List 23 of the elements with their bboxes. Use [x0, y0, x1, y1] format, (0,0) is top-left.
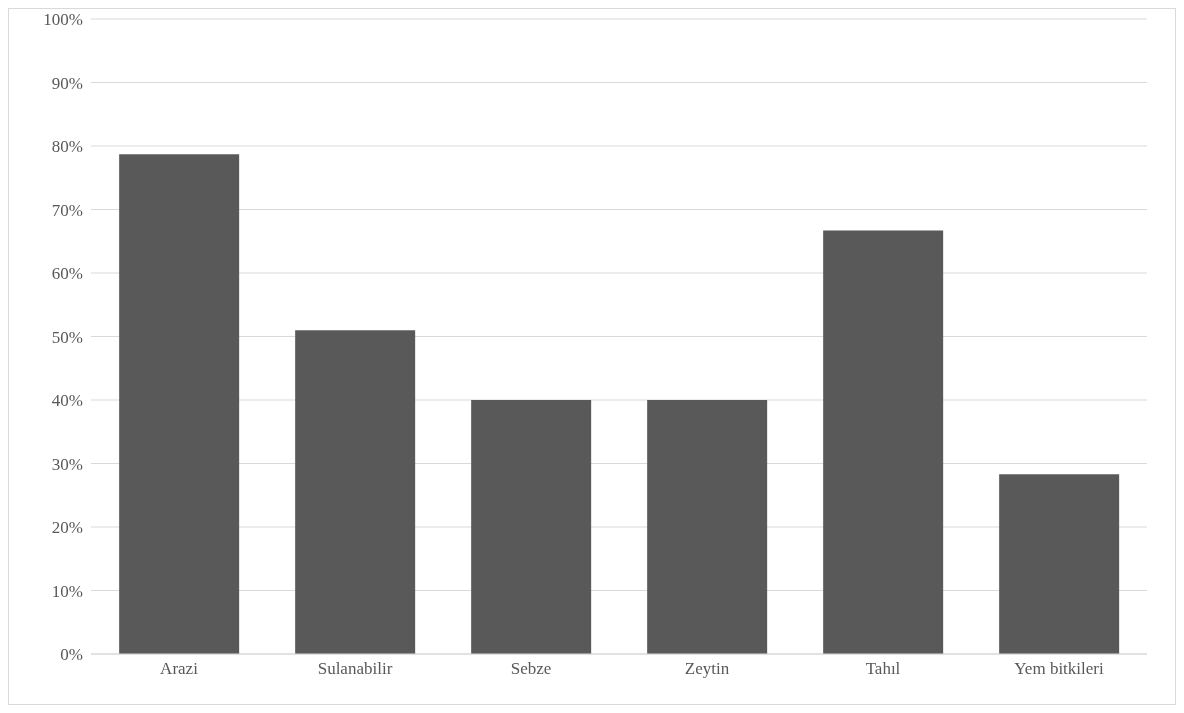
x-tick-label: Sulanabilir [317, 659, 393, 679]
y-tick-label: 80% [51, 137, 83, 157]
y-tick-label: 50% [51, 327, 83, 347]
y-tick-label: 10% [51, 581, 83, 601]
x-tick-label: Zeytin [684, 659, 730, 679]
y-tick-label: 60% [51, 264, 83, 284]
bar [471, 400, 592, 654]
bar [823, 230, 944, 654]
x-tick-label: Yem bitkileri [1014, 659, 1104, 679]
bar [647, 400, 768, 654]
y-tick-label: 0% [60, 645, 83, 665]
bar [295, 330, 416, 654]
y-tick-label: 30% [51, 454, 83, 474]
y-tick-label: 100% [43, 10, 83, 30]
y-tick-label: 70% [51, 200, 83, 220]
y-tick-label: 20% [51, 518, 83, 538]
bar [999, 474, 1120, 654]
x-tick-label: Tahıl [865, 659, 901, 679]
x-tick-label: Arazi [160, 659, 199, 679]
bar [119, 154, 240, 654]
x-tick-label: Sebze [510, 659, 552, 679]
y-tick-label: 90% [51, 73, 83, 93]
y-tick-label: 40% [51, 391, 83, 411]
